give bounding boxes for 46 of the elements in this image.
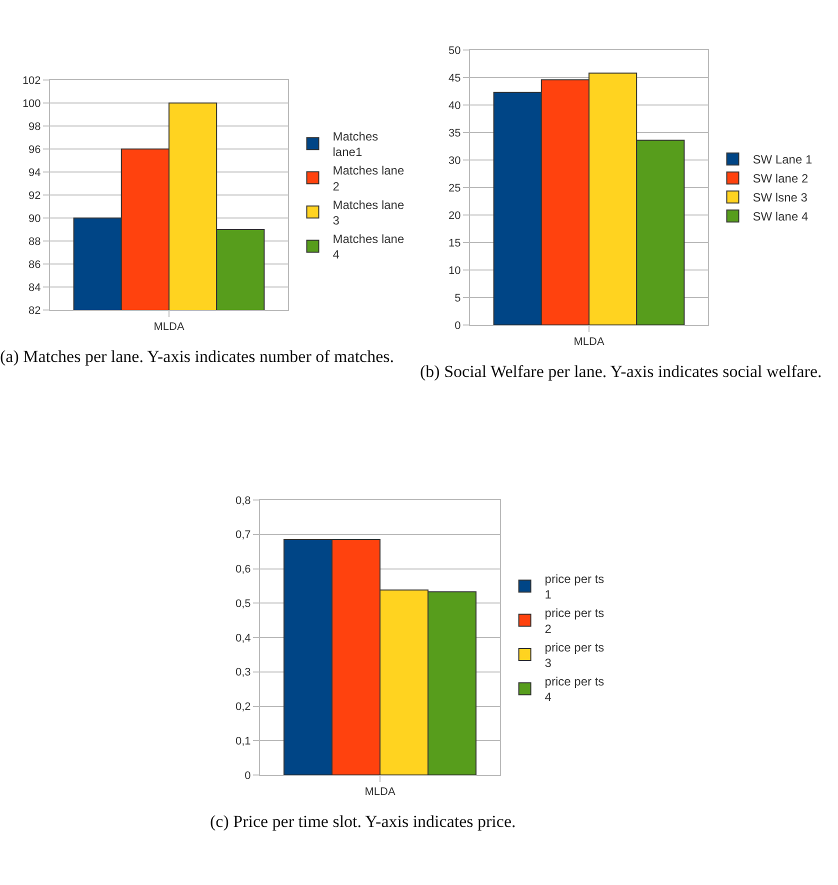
y-tick-label: 10: [448, 264, 461, 277]
text: (b) Social Welfare per lane. Y-axis indicates social welfare.: [420, 361, 823, 383]
y-tick-label: 0,1: [236, 735, 251, 748]
y-tick-label: 0: [244, 770, 251, 782]
y-tick-label: 0,6: [236, 564, 251, 576]
y-tick-label: 90: [28, 212, 41, 225]
y-tick-label: 84: [28, 282, 41, 294]
y-tick-label: 30: [448, 154, 461, 167]
x-tick-label: MLDA: [574, 336, 605, 348]
y-tick-label: 40: [448, 100, 461, 112]
text: (c) Price per time slot. Y-axis indicates price.: [210, 811, 517, 833]
y-tick-label: 0,7: [236, 529, 251, 542]
y-tick-label: 15: [448, 237, 461, 250]
y-tick-label: 102: [22, 74, 41, 87]
x-tick-label: MLDA: [154, 321, 185, 334]
y-tick-label: 86: [28, 258, 41, 271]
y-tick-label: 96: [28, 144, 41, 156]
legend-label: Matches lane 4: [332, 232, 404, 262]
y-tick-label: 100: [22, 98, 41, 110]
text: (a) Matches per lane. Y-axis indicates number of matches.: [0, 346, 395, 368]
legend-label: SW lane 4: [752, 210, 808, 224]
y-tick-label: 0,4: [236, 632, 251, 644]
y-tick-label: 92: [28, 190, 41, 202]
y-tick-label: 0,8: [236, 494, 251, 507]
y-tick-label: 50: [448, 44, 461, 57]
legend-label: SW lsne 3: [752, 190, 808, 205]
y-tick-label: 82: [28, 304, 41, 317]
y-tick-label: 45: [448, 72, 461, 84]
y-tick-label: 0,2: [236, 701, 251, 714]
y-tick-label: 0,5: [236, 598, 251, 610]
legend-label: price per ts 4: [544, 674, 604, 704]
legend-label: Matches lane1: [332, 129, 378, 160]
legend-label: SW lane 2: [752, 172, 808, 186]
y-tick-label: 98: [28, 120, 41, 133]
y-tick-label: 20: [448, 210, 461, 222]
legend-label: Matches lane 2: [332, 164, 404, 194]
y-tick-label: 0,3: [236, 666, 251, 679]
legend-label: SW Lane 1: [752, 152, 812, 167]
y-tick-label: 35: [448, 127, 461, 140]
y-tick-label: 25: [448, 182, 461, 194]
y-tick-label: 5: [454, 292, 461, 304]
y-tick-label: 0: [454, 320, 461, 332]
x-tick-label: MLDA: [364, 786, 396, 798]
legend-label: Matches lane 3: [332, 198, 404, 228]
y-tick-label: 94: [28, 166, 41, 179]
y-tick-label: 88: [28, 236, 41, 248]
